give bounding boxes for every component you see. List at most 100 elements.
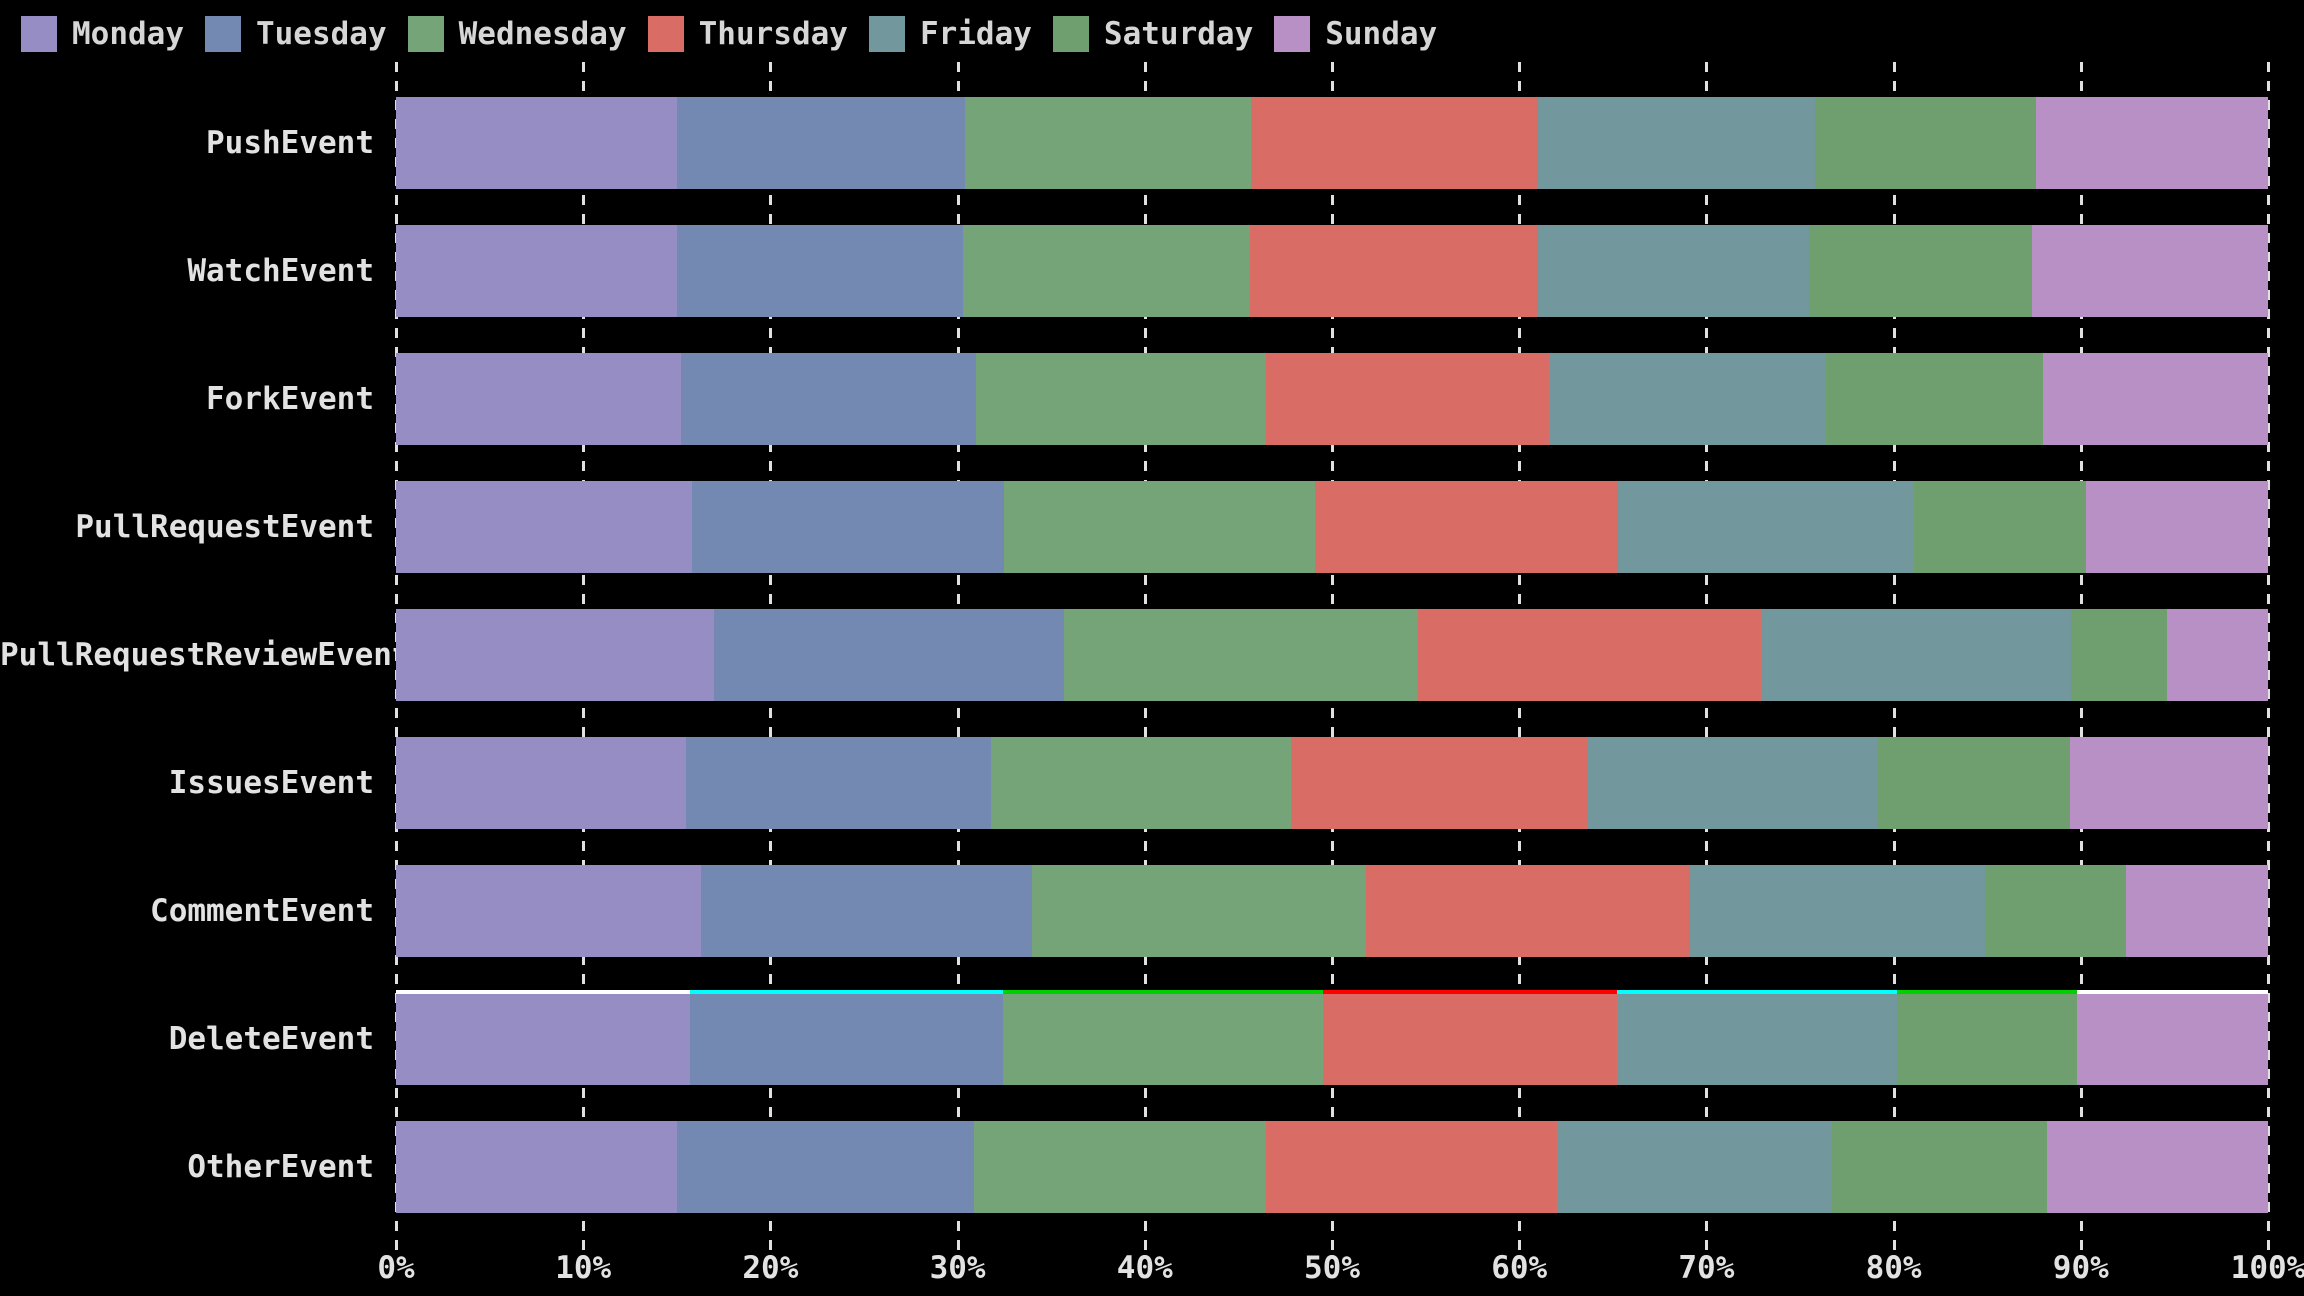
bar-segment-pullrequestreviewevent-saturday (2071, 609, 2167, 701)
legend-label: Tuesday (255, 16, 387, 52)
bar-segment-otherevent-thursday (1266, 1121, 1557, 1213)
bar-segment-pushevent-saturday (1814, 97, 2036, 189)
bar-segment-commentevent-friday (1689, 865, 1986, 957)
legend-swatch-thursday (647, 16, 684, 52)
bar-segment-otherevent-wednesday (974, 1121, 1267, 1213)
legend-label: Friday (919, 16, 1032, 52)
row-label-issuesevent: IssuesEvent (168, 765, 374, 801)
row-label-forkevent: ForkEvent (206, 381, 374, 417)
bar-segment-pullrequestevent-friday (1618, 481, 1915, 573)
bar-segment-deleteevent-friday (1616, 990, 1898, 1085)
bar-segment-pullrequestevent-saturday (1914, 481, 2087, 573)
bar-segment-deleteevent-saturday (1897, 990, 2077, 1085)
row-issuesevent: IssuesEvent (0, 737, 2304, 829)
bar-segment-pushevent-wednesday (965, 97, 1252, 189)
bar-segment-pullrequestreviewevent-tuesday (714, 609, 1065, 701)
segment-top-edge-friday (1616, 990, 1898, 994)
bar-segment-commentevent-thursday (1365, 865, 1690, 957)
x-tick-label-80%: 80% (1865, 1250, 1922, 1286)
legend: Monday Tuesday Wednesday Thursday Friday Satu… (21, 14, 1437, 54)
bar-segment-watchevent-tuesday (676, 225, 964, 317)
legend-swatch-tuesday (204, 16, 241, 52)
legend-item-thursday: Thursday (647, 14, 848, 54)
bar-segment-pullrequestreviewevent-sunday (2166, 609, 2268, 701)
segment-top-edge-monday (396, 990, 690, 994)
bar-segment-pullrequestevent-thursday (1315, 481, 1619, 573)
bar-segment-commentevent-sunday (2125, 865, 2268, 957)
bar-segment-pushevent-friday (1537, 97, 1815, 189)
bar-segment-otherevent-monday (396, 1121, 677, 1213)
bar-segment-forkevent-monday (396, 353, 681, 445)
bar-segment-watchevent-saturday (1809, 225, 2033, 317)
bar-segment-pushevent-monday (396, 97, 677, 189)
row-pullrequestreviewevent: PullRequestReviewEvent (0, 609, 2304, 701)
x-tick-label-50%: 50% (1304, 1250, 1360, 1286)
bar-segment-otherevent-tuesday (676, 1121, 975, 1213)
legend-swatch-wednesday (407, 16, 444, 52)
legend-item-monday: Monday (21, 14, 184, 54)
bar-segment-commentevent-tuesday (701, 865, 1033, 957)
bar-segment-pushevent-tuesday (676, 97, 966, 189)
bar-otherevent (396, 1121, 2268, 1213)
bar-segment-issuesevent-monday (396, 737, 687, 829)
bar-segment-pushevent-sunday (2035, 97, 2268, 189)
bar-segment-pullrequestevent-monday (396, 481, 692, 573)
row-pullrequestevent: PullRequestEvent (0, 481, 2304, 573)
row-watchevent: WatchEvent (0, 225, 2304, 317)
bar-pushevent (396, 97, 2268, 189)
legend-swatch-sunday (1274, 16, 1311, 52)
bar-segment-otherevent-saturday (1831, 1121, 2048, 1213)
bar-segment-issuesevent-wednesday (991, 737, 1291, 829)
bar-deleteevent (396, 990, 2268, 1085)
bar-pullrequestevent (396, 481, 2268, 573)
segment-top-edge-saturday (1897, 990, 2077, 994)
bar-segment-issuesevent-tuesday (686, 737, 992, 829)
x-tick-label-20%: 20% (742, 1250, 799, 1286)
bar-segment-pullrequestreviewevent-friday (1760, 609, 2072, 701)
bar-segment-watchevent-friday (1537, 225, 1810, 317)
segment-top-edge-wednesday (1002, 990, 1323, 994)
legend-swatch-monday (21, 16, 57, 52)
bar-segment-pullrequestreviewevent-thursday (1418, 609, 1761, 701)
bar-segment-forkevent-sunday (2043, 353, 2268, 445)
legend-item-friday: Friday (868, 14, 1032, 54)
bar-segment-commentevent-monday (396, 865, 702, 957)
bar-segment-forkevent-friday (1549, 353, 1827, 445)
bar-segment-watchevent-sunday (2032, 225, 2268, 317)
x-tick-label-70%: 70% (1678, 1250, 1735, 1286)
bar-segment-otherevent-friday (1556, 1121, 1832, 1213)
row-pushevent: PushEvent (0, 97, 2304, 189)
segment-top-edge-sunday (2077, 990, 2268, 994)
bar-segment-pullrequestreviewevent-monday (396, 609, 715, 701)
x-tick-label-30%: 30% (929, 1250, 986, 1286)
bar-segment-forkevent-saturday (1826, 353, 2044, 445)
legend-item-wednesday: Wednesday (407, 14, 627, 54)
gridline-100% (2267, 62, 2270, 1250)
bar-segment-pushevent-thursday (1251, 97, 1538, 189)
bar-segment-commentevent-saturday (1985, 865, 2126, 957)
bar-segment-pullrequestevent-sunday (2086, 481, 2268, 573)
row-label-deleteevent: DeleteEvent (168, 1021, 374, 1057)
x-tick-label-100%: 100% (2230, 1250, 2304, 1286)
bar-segment-issuesevent-thursday (1290, 737, 1587, 829)
row-label-commentevent: CommentEvent (150, 893, 374, 929)
legend-swatch-saturday (1052, 16, 1089, 52)
bar-segment-otherevent-sunday (2047, 1121, 2268, 1213)
bar-segment-forkevent-tuesday (680, 353, 977, 445)
bar-segment-commentevent-wednesday (1032, 865, 1366, 957)
legend-item-tuesday: Tuesday (204, 14, 387, 54)
bar-commentevent (396, 865, 2268, 957)
row-label-pullrequestreviewevent: PullRequestReviewEvent (0, 637, 411, 673)
row-commentevent: CommentEvent (0, 865, 2304, 957)
segment-top-edge-tuesday (689, 990, 1003, 994)
x-tick-label-0%: 0% (377, 1250, 415, 1286)
legend-label: Monday (72, 16, 184, 52)
bar-segment-forkevent-wednesday (976, 353, 1267, 445)
x-tick-label-90%: 90% (2052, 1250, 2109, 1286)
bar-segment-deleteevent-thursday (1322, 990, 1617, 1085)
bar-segment-pullrequestevent-wednesday (1004, 481, 1316, 573)
legend-item-saturday: Saturday (1052, 14, 1253, 54)
bar-segment-deleteevent-wednesday (1002, 990, 1323, 1085)
bar-segment-deleteevent-monday (396, 990, 690, 1085)
